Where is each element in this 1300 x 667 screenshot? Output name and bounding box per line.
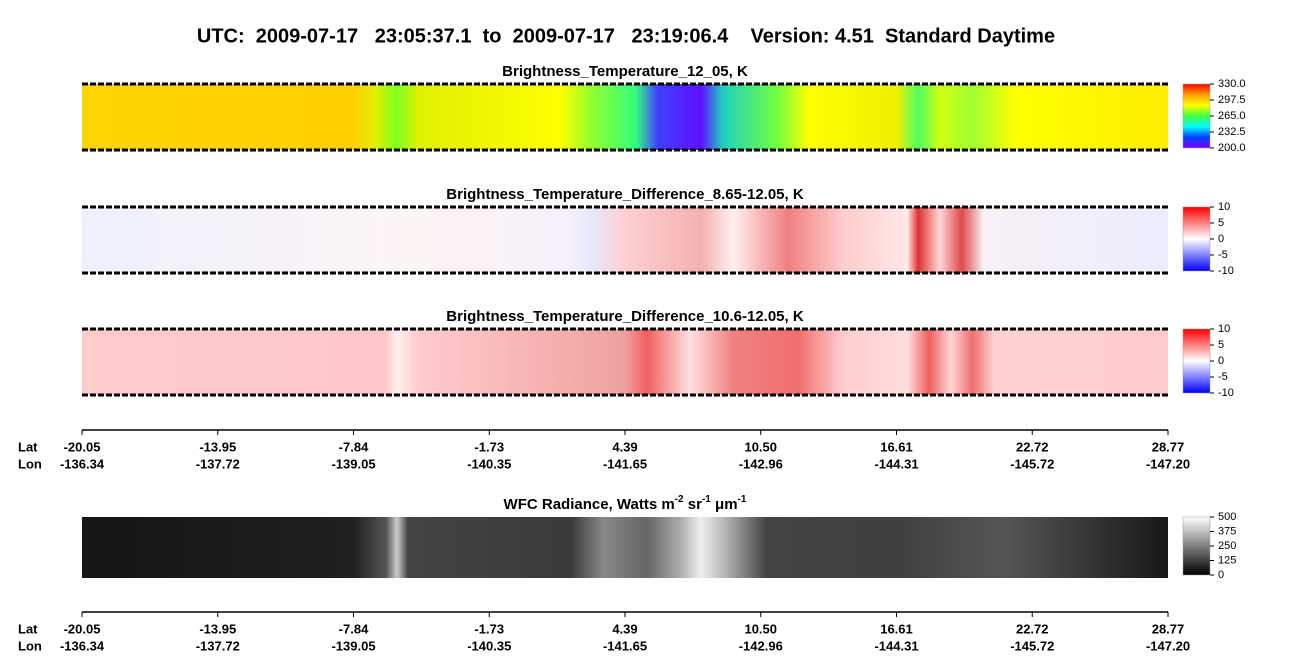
colorbar-tick-label: -10 bbox=[1218, 387, 1234, 399]
x-tick-label: -20.05 bbox=[64, 621, 101, 636]
colorbar-tick-label: 0 bbox=[1218, 355, 1224, 367]
x-tick-label: -144.31 bbox=[874, 638, 918, 653]
colorbar bbox=[1182, 516, 1211, 576]
x-tick-label: -142.96 bbox=[739, 638, 783, 653]
colorbar-tick-label: -5 bbox=[1218, 249, 1228, 261]
x-tick-label: -20.05 bbox=[64, 439, 101, 454]
colorbar-tick-label: 297.5 bbox=[1218, 94, 1246, 106]
x-axis-row-name: Lon bbox=[18, 456, 42, 471]
x-axis-row-name: Lat bbox=[18, 439, 38, 454]
x-tick-label: -140.35 bbox=[467, 456, 511, 471]
x-tick-label: 16.61 bbox=[880, 621, 913, 636]
x-tick-label: 16.61 bbox=[880, 439, 913, 454]
image bbox=[82, 84, 1168, 150]
image bbox=[82, 207, 1168, 273]
x-tick-label: 22.72 bbox=[1016, 439, 1049, 454]
colorbar-tick-label: 5 bbox=[1218, 339, 1224, 351]
title-part: WFC Radiance, Watts m bbox=[504, 496, 675, 513]
colorbar-tick-label: 375 bbox=[1218, 525, 1236, 537]
colorbar-tick-label: 5 bbox=[1218, 217, 1224, 229]
colorbar-tick-label: 10 bbox=[1218, 323, 1230, 335]
x-tick-label: -137.72 bbox=[196, 456, 240, 471]
x-tick-label: -137.72 bbox=[196, 638, 240, 653]
x-tick-label: -139.05 bbox=[331, 456, 375, 471]
page-title: UTC: 2009-07-17 23:05:37.1 to 2009-07-17… bbox=[197, 25, 1055, 47]
colorbar bbox=[1182, 328, 1211, 394]
colorbar-tick-label: 232.5 bbox=[1218, 126, 1246, 138]
x-tick-label: -145.72 bbox=[1010, 638, 1054, 653]
panel-title: Brightness_Temperature_12_05, K bbox=[502, 63, 748, 80]
colorbar-tick-label: 10 bbox=[1218, 201, 1230, 213]
x-tick-label: 28.77 bbox=[1152, 439, 1185, 454]
x-tick-label: -147.20 bbox=[1146, 456, 1190, 471]
x-tick-label: -1.73 bbox=[474, 621, 504, 636]
colorbar-tick-label: 250 bbox=[1218, 540, 1236, 552]
x-tick-label: 10.50 bbox=[744, 439, 777, 454]
x-tick-label: 28.77 bbox=[1152, 621, 1185, 636]
colorbar bbox=[1182, 206, 1211, 272]
colorbar-tick-label: 330.0 bbox=[1218, 78, 1246, 90]
x-tick-label: -142.96 bbox=[739, 456, 783, 471]
colorbar-tick-label: -10 bbox=[1218, 265, 1234, 277]
panel-title: WFC Radiance, Watts m-2 sr-1 μm-1 bbox=[504, 494, 747, 513]
title-part: -1 bbox=[738, 494, 747, 505]
x-tick-label: -141.65 bbox=[603, 638, 647, 653]
title-part: sr bbox=[684, 496, 703, 513]
x-tick-label: 4.39 bbox=[612, 621, 637, 636]
x-axis-row-name: Lat bbox=[18, 621, 38, 636]
colorbar-tick-label: 0 bbox=[1218, 569, 1224, 581]
x-tick-label: -139.05 bbox=[331, 638, 375, 653]
colorbar-tick-label: 125 bbox=[1218, 554, 1236, 566]
colorbar-tick-label: -5 bbox=[1218, 371, 1228, 383]
colorbar-tick-label: 500 bbox=[1218, 511, 1236, 523]
title-part: μm bbox=[711, 496, 738, 513]
x-tick-label: -140.35 bbox=[467, 638, 511, 653]
colorbar bbox=[1182, 83, 1211, 149]
panel-title: Brightness_Temperature_Difference_10.6-1… bbox=[446, 308, 804, 325]
x-tick-label: 10.50 bbox=[744, 621, 777, 636]
image bbox=[82, 517, 1168, 578]
x-tick-label: -13.95 bbox=[199, 621, 236, 636]
x-tick-label: -7.84 bbox=[339, 621, 369, 636]
x-tick-label: -141.65 bbox=[603, 456, 647, 471]
colorbar-tick-label: 265.0 bbox=[1218, 110, 1246, 122]
x-tick-label: -1.73 bbox=[474, 439, 504, 454]
x-tick-label: -145.72 bbox=[1010, 456, 1054, 471]
colorbar-tick-label: 0 bbox=[1218, 233, 1224, 245]
x-tick-label: -136.34 bbox=[60, 456, 105, 471]
x-tick-label: -144.31 bbox=[874, 456, 918, 471]
x-tick-label: -147.20 bbox=[1146, 638, 1190, 653]
x-tick-label: 22.72 bbox=[1016, 621, 1049, 636]
x-tick-label: -136.34 bbox=[60, 638, 105, 653]
title-part: -1 bbox=[702, 494, 711, 505]
panel-title: Brightness_Temperature_Difference_8.65-1… bbox=[446, 186, 804, 203]
x-axis-row-name: Lon bbox=[18, 638, 42, 653]
x-tick-label: -13.95 bbox=[199, 439, 236, 454]
colorbar-tick-label: 200.0 bbox=[1218, 142, 1246, 154]
image bbox=[82, 329, 1168, 395]
x-tick-label: -7.84 bbox=[339, 439, 369, 454]
x-tick-label: 4.39 bbox=[612, 439, 637, 454]
title-part: -2 bbox=[675, 494, 684, 505]
